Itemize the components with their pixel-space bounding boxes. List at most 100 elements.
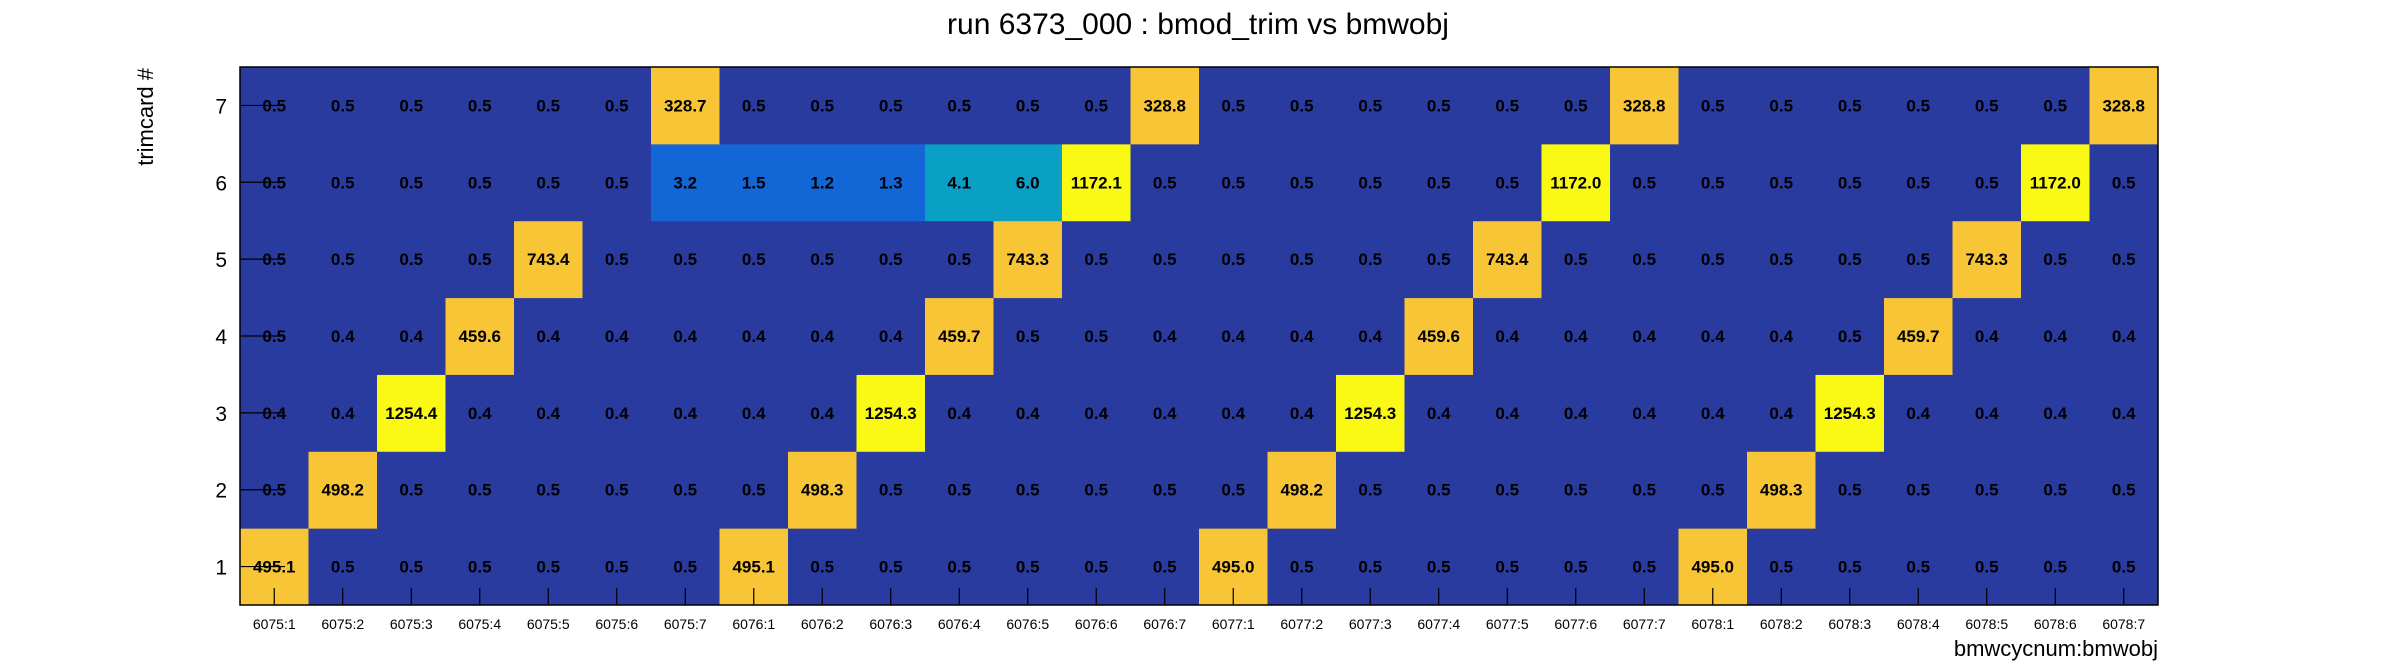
cell-value-label: 0.4 (2112, 404, 2136, 423)
heatmap-cell (1884, 143, 1953, 222)
cell-value-label: 0.4 (1290, 327, 1314, 346)
cell-value-label: 0.5 (1701, 96, 1725, 115)
cell-value-label: 0.5 (2112, 250, 2136, 269)
heatmap-cell (925, 220, 994, 299)
cell-value-label: 0.4 (1906, 404, 1930, 423)
heatmap-cell (1267, 451, 1337, 529)
cell-value-label: 0.5 (605, 96, 629, 115)
heatmap-cell (1610, 451, 1679, 529)
heatmap-cell (1267, 297, 1337, 375)
cell-value-label: 0.5 (1427, 96, 1451, 115)
cell-value-label: 0.5 (947, 96, 971, 115)
heatmap-cell (582, 374, 652, 452)
cell-value-label: 0.4 (1427, 404, 1451, 423)
heatmap-cell (445, 143, 515, 222)
cell-value-label: 0.5 (1084, 327, 1108, 346)
cell-value-label: 0.5 (673, 558, 697, 577)
heatmap-cell (582, 143, 652, 222)
heatmap-cell (1336, 143, 1405, 222)
heatmap-cell (1473, 67, 1542, 145)
heatmap-cell (1610, 143, 1679, 222)
cell-value-label: 0.4 (399, 327, 423, 346)
heatmap-cell (1130, 220, 1200, 299)
cell-value-label: 0.5 (947, 250, 971, 269)
heatmap-cell (445, 451, 515, 529)
cell-value-label: 0.5 (536, 481, 560, 500)
heatmap-cell (1336, 220, 1405, 299)
cell-value-label: 0.5 (1975, 173, 1999, 192)
cell-value-label: 0.5 (1701, 250, 1725, 269)
heatmap-cell (2089, 451, 2159, 529)
heatmap-cell (788, 220, 857, 299)
heatmap-cell (788, 374, 857, 452)
cell-value-label: 0.5 (1427, 250, 1451, 269)
x-tick-label: 6078:3 (1828, 616, 1871, 632)
heatmap-cell (1747, 374, 1816, 452)
cell-value-label: 0.5 (1153, 173, 1177, 192)
cell-value-label: 0.4 (1016, 404, 1040, 423)
heatmap-cell (651, 67, 720, 145)
heatmap-cell (719, 220, 789, 299)
cell-value-label: 0.4 (1564, 327, 1588, 346)
heatmap-cell (308, 67, 378, 145)
cell-value-label: 0.5 (1838, 96, 1862, 115)
cell-value-label: 0.5 (1290, 250, 1314, 269)
cell-value-label: 0.5 (1632, 173, 1656, 192)
cell-value-label: 498.2 (1280, 481, 1323, 500)
cell-value-label: 0.5 (1769, 96, 1793, 115)
cell-value-label: 0.4 (536, 327, 560, 346)
cell-value-label: 0.4 (742, 327, 766, 346)
heatmap-cell (514, 451, 583, 529)
heatmap-cell (1267, 220, 1337, 299)
x-tick-label: 6077:5 (1486, 616, 1529, 632)
cell-value-label: 0.5 (1084, 250, 1108, 269)
cell-value-label: 498.2 (321, 481, 364, 500)
cell-value-label: 0.5 (1016, 327, 1040, 346)
heatmap-cell (1678, 451, 1748, 529)
heatmap-cell (445, 297, 515, 375)
heatmap-cell (719, 374, 789, 452)
cell-value-label: 0.5 (1906, 173, 1930, 192)
heatmap-cell (1404, 220, 1474, 299)
heatmap-cell (2089, 374, 2159, 452)
cell-value-label: 0.5 (1564, 481, 1588, 500)
x-tick-label: 6078:2 (1760, 616, 1803, 632)
x-tick-label: 6076:6 (1075, 616, 1118, 632)
heatmap-cell (1815, 451, 1885, 529)
cell-value-label: 0.4 (331, 404, 355, 423)
heatmap-cell (1541, 451, 1611, 529)
cell-value-label: 0.5 (879, 558, 903, 577)
cell-value-label: 495.1 (732, 558, 775, 577)
heatmap-cell (1404, 451, 1474, 529)
cell-value-label: 0.5 (2112, 481, 2136, 500)
heatmap-cell (308, 374, 378, 452)
heatmap-cell (719, 67, 789, 145)
heatmap-cell (856, 297, 926, 375)
x-axis-label: bmwcycnum:bmwobj (1954, 636, 2158, 661)
x-tick-label: 6078:4 (1897, 616, 1940, 632)
cell-value-label: 0.4 (1084, 404, 1108, 423)
cell-value-label: 0.4 (1153, 404, 1177, 423)
cell-value-label: 0.5 (2043, 481, 2067, 500)
heatmap-cell (582, 220, 652, 299)
heatmap-cell (1062, 297, 1131, 375)
x-tick-label: 6076:3 (869, 616, 912, 632)
heatmap-cell (1336, 297, 1405, 375)
heatmap-cell (719, 143, 789, 222)
cell-value-label: 0.5 (1084, 558, 1108, 577)
cell-value-label: 0.5 (605, 558, 629, 577)
cell-value-label: 0.5 (1975, 481, 1999, 500)
heatmap-cell (993, 297, 1063, 375)
heatmap-cell (1473, 220, 1542, 299)
heatmap-cell (308, 451, 378, 529)
cell-value-label: 0.4 (673, 327, 697, 346)
y-axis-label: trimcard # (133, 67, 158, 166)
cell-value-label: 0.5 (742, 481, 766, 500)
heatmap-cell (1130, 67, 1200, 145)
y-tick-label: 4 (215, 326, 227, 349)
heatmap-cell (1062, 451, 1131, 529)
cell-value-label: 0.4 (810, 327, 834, 346)
cell-value-label: 0.5 (1221, 173, 1245, 192)
heatmap-cell (651, 220, 720, 299)
cell-value-label: 0.5 (468, 173, 492, 192)
